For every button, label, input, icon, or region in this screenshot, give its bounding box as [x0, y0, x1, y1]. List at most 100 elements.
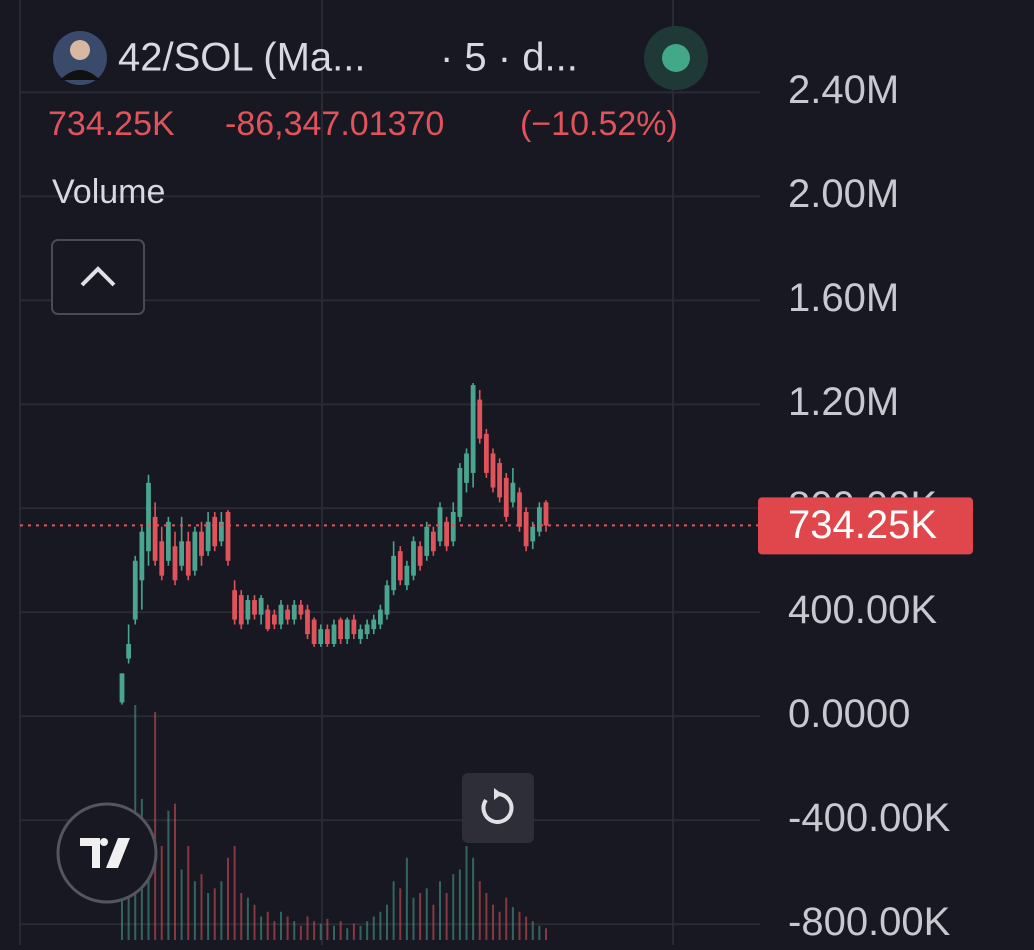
- volume-bar: [505, 897, 508, 940]
- y-tick-label: -800.00K: [788, 900, 951, 944]
- volume-bar: [439, 881, 441, 940]
- candle-body: [238, 595, 244, 625]
- volume-bar: [392, 881, 395, 940]
- volume-bar: [207, 893, 210, 940]
- candle-body: [179, 541, 185, 566]
- volume-bar: [319, 923, 322, 940]
- y-tick-label: 400.00K: [788, 588, 937, 632]
- candle-body: [172, 546, 178, 581]
- volume-bar: [419, 893, 422, 940]
- candle-body: [324, 629, 330, 644]
- volume-bar: [174, 803, 176, 940]
- volume-bar: [485, 893, 488, 940]
- candle-body: [497, 463, 503, 498]
- candle-body: [450, 511, 456, 542]
- candle-body: [510, 482, 516, 503]
- candle-body: [218, 521, 224, 542]
- candle-body: [311, 619, 317, 644]
- volume-bar: [154, 712, 157, 940]
- candle-body: [232, 590, 238, 620]
- chevron-icon: [80, 266, 116, 287]
- candle-body: [152, 516, 158, 561]
- candle-body: [212, 516, 218, 547]
- candle-body: [424, 526, 430, 556]
- logo-button[interactable]: [56, 802, 158, 904]
- volume-bar: [379, 911, 382, 940]
- candle-body: [543, 502, 549, 526]
- candle-body: [199, 531, 204, 556]
- candle-body: [444, 521, 450, 547]
- candle-body: [530, 526, 536, 542]
- y-tick-label: -400.00K: [788, 796, 951, 840]
- volume-bar: [187, 846, 190, 940]
- candle-body: [278, 604, 284, 625]
- volume-bar: [511, 907, 514, 940]
- candle-body: [490, 453, 496, 488]
- volume-bar: [180, 869, 183, 940]
- volume-bar: [220, 881, 223, 940]
- candle-body: [464, 453, 469, 483]
- volume-bar: [538, 925, 541, 940]
- volume-bar: [492, 904, 494, 940]
- candle-body: [159, 541, 165, 576]
- volume-bar: [246, 897, 249, 940]
- symbol-title: 42/SOL (Ma...: [118, 36, 366, 80]
- volume-bar: [478, 881, 481, 940]
- candle-body: [305, 609, 310, 635]
- volume-bar: [525, 916, 528, 940]
- candle-body: [411, 541, 416, 576]
- volume-bar: [531, 921, 534, 940]
- candle-body: [146, 482, 151, 552]
- volume-bar: [339, 921, 342, 940]
- candle-body: [285, 609, 291, 620]
- price-tag-label: 734.25K: [788, 503, 937, 547]
- candle-body: [517, 492, 522, 527]
- candle-body: [470, 385, 476, 473]
- candle-body: [358, 629, 363, 640]
- volume-bar: [498, 911, 501, 940]
- candle-body: [331, 624, 337, 644]
- candle-body: [351, 619, 357, 635]
- volume-bar: [412, 897, 415, 940]
- candle-body: [165, 521, 171, 561]
- candle-body: [523, 511, 529, 547]
- volume-bar: [286, 916, 289, 940]
- y-tick-label: 2.00M: [788, 172, 899, 216]
- volume-bar: [266, 911, 269, 940]
- candle-body: [291, 604, 297, 620]
- collapse-button[interactable]: [51, 239, 145, 315]
- candle-body: [397, 551, 403, 581]
- price-tag: [758, 497, 973, 555]
- volume-bar: [273, 921, 276, 940]
- volume-bar: [445, 893, 448, 940]
- volume-bar: [465, 846, 468, 940]
- candle-body: [132, 560, 138, 620]
- volume-bar: [147, 834, 150, 940]
- candle-body: [258, 597, 264, 615]
- candle-body: [265, 609, 271, 630]
- candle-body: [437, 507, 443, 542]
- candle-body: [477, 399, 483, 439]
- reset-button[interactable]: [462, 773, 534, 843]
- volume-bar: [260, 916, 263, 940]
- candle-body: [404, 565, 410, 586]
- candle-body: [225, 511, 231, 561]
- volume-bar: [425, 888, 428, 940]
- volume-bars: [121, 705, 547, 940]
- volume-bar: [472, 857, 475, 940]
- candle-body: [298, 604, 304, 615]
- candle-body: [503, 477, 509, 517]
- volume-bar: [200, 874, 203, 940]
- candle-body: [338, 619, 344, 640]
- status-dot: [662, 44, 690, 72]
- candle-body: [371, 619, 377, 630]
- candle-body: [377, 609, 383, 625]
- volume-bar: [306, 916, 309, 940]
- candle-body: [126, 643, 132, 659]
- volume-bar: [352, 923, 355, 940]
- volume-bar: [326, 918, 329, 940]
- volume-bar: [346, 928, 349, 940]
- candle-body: [205, 521, 211, 552]
- candle-body: [139, 531, 145, 581]
